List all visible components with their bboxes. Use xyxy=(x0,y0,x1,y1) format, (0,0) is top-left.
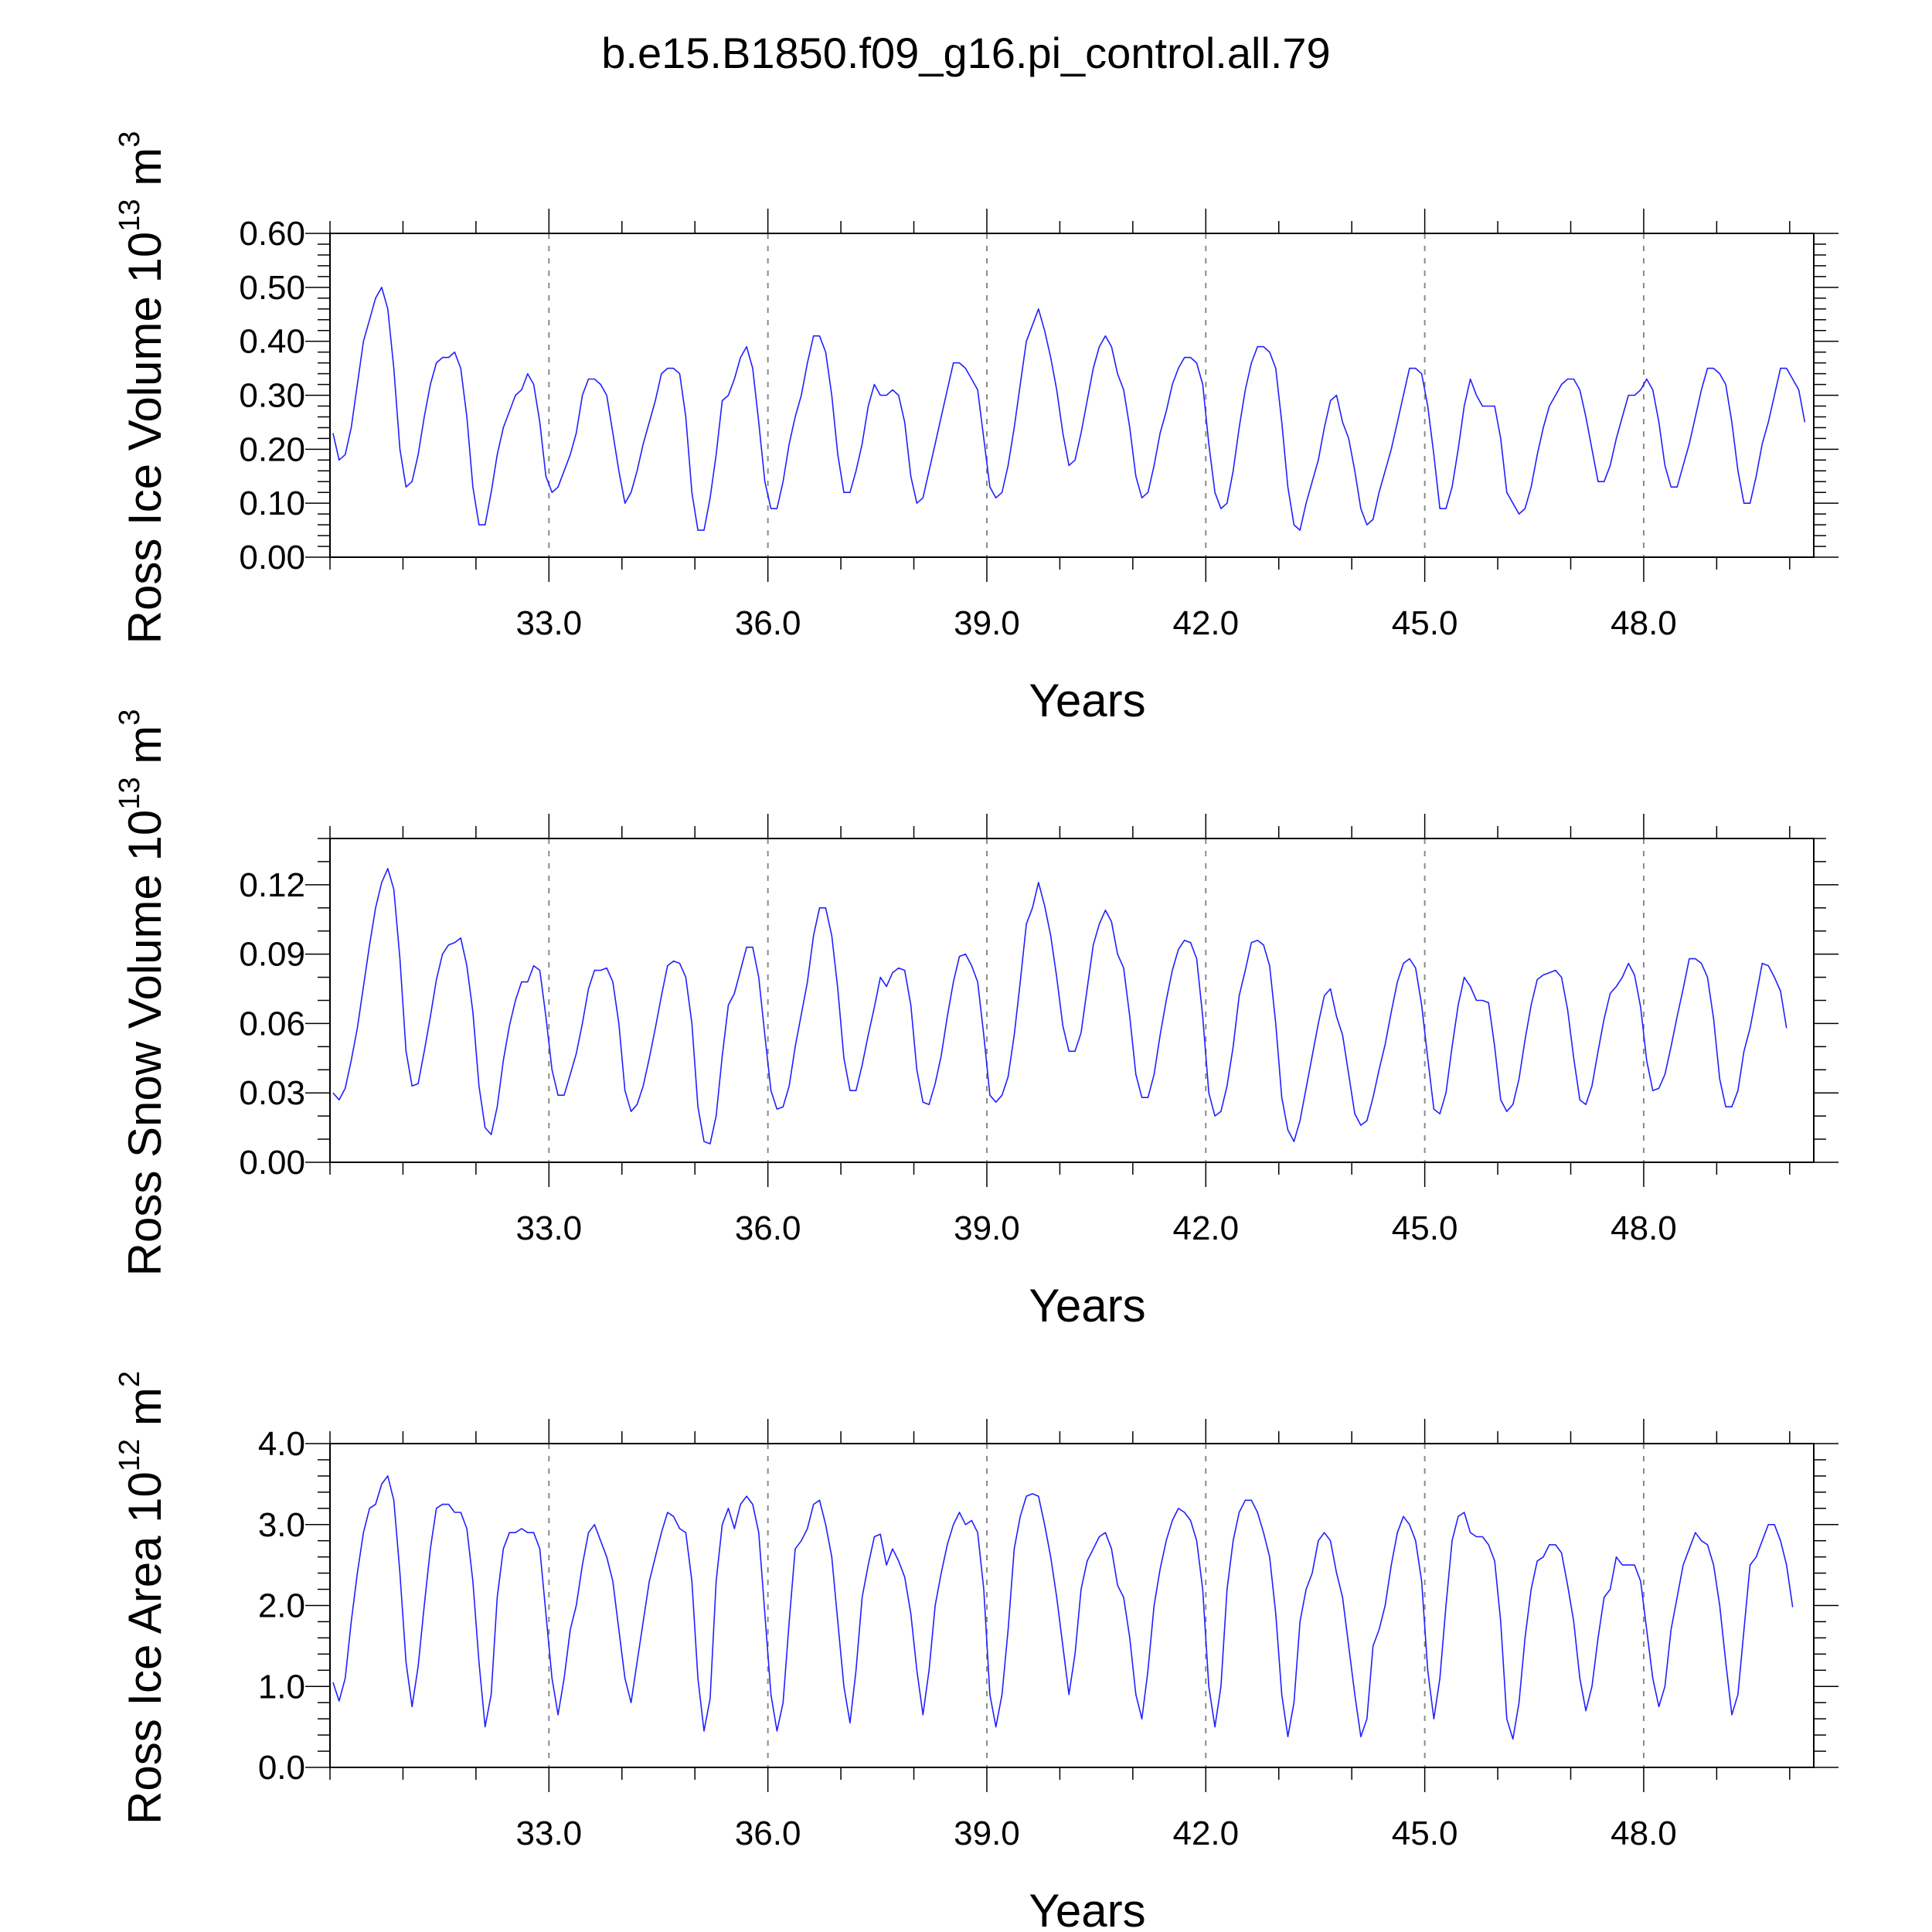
x-tick-label: 39.0 xyxy=(954,604,1020,642)
y-axis-label-unit-exponent: 3 xyxy=(114,131,146,148)
x-tick-label: 36.0 xyxy=(735,1209,801,1247)
chart-panel-1: 33.0 36.0 39.0 42.0 45.0 48.0 0.00 0.10 0.20 0.30… xyxy=(114,131,1838,726)
plot-frame xyxy=(329,838,1815,1163)
x-tick-label: 39.0 xyxy=(954,1815,1020,1852)
y-axis-label-text: Ross Ice Area 10 xyxy=(119,1471,171,1825)
x-tick-label: 48.0 xyxy=(1611,1209,1677,1247)
y-axis-label-unit: m xyxy=(119,726,171,777)
y-tick-label: 0.00 xyxy=(239,539,305,577)
x-tick-label: 33.0 xyxy=(516,1209,583,1247)
y-axis-label-exponent: 13 xyxy=(114,199,146,231)
x-tick-label: 42.0 xyxy=(1172,1815,1239,1852)
y-tick-label: 0.06 xyxy=(239,1005,305,1043)
y-axis-label-exponent: 13 xyxy=(114,777,146,809)
x-tick-label: 33.0 xyxy=(516,1815,583,1852)
y-tick-label: 4.0 xyxy=(258,1425,305,1463)
y-axis-label: Ross Snow Volume 1013 m3 xyxy=(114,709,171,1277)
y-tick-label: 1.0 xyxy=(258,1668,305,1706)
chart-panel-3: 33.0 36.0 39.0 42.0 45.0 48.0 0.0 1.0 2.0 3.0 4.0 Y… xyxy=(114,1371,1838,1932)
y-tick-label: 0.03 xyxy=(239,1074,305,1112)
y-tick-label: 3.0 xyxy=(258,1506,305,1544)
x-tick-label: 45.0 xyxy=(1392,604,1458,642)
y-axis-label-text: Ross Ice Volume 10 xyxy=(119,232,171,645)
y-axis-label-exponent: 12 xyxy=(114,1439,146,1471)
y-tick-label: 0.50 xyxy=(239,269,305,307)
y-tick-label: 0.00 xyxy=(239,1144,305,1182)
x-tick-label: 36.0 xyxy=(735,1815,801,1852)
y-tick-label: 0.10 xyxy=(239,485,305,522)
x-axis-label: Years xyxy=(1029,1280,1145,1332)
x-tick-label: 42.0 xyxy=(1172,604,1239,642)
y-axis-label-unit: m xyxy=(119,1387,171,1439)
x-axis-label: Years xyxy=(1029,1885,1145,1932)
chart-panel-2: 33.0 36.0 39.0 42.0 45.0 48.0 0.00 0.03 0.06 0.09… xyxy=(114,709,1838,1332)
y-axis-label-text: Ross Snow Volume 10 xyxy=(119,810,171,1277)
x-tick-label: 42.0 xyxy=(1172,1209,1239,1247)
x-axis-label: Years xyxy=(1029,675,1145,726)
y-axis-label-unit: m xyxy=(119,148,171,199)
series-line xyxy=(332,286,1806,531)
figure-title: b.e15.B1850.f09_g16.pi_control.all.79 xyxy=(601,29,1330,77)
x-tick-label: 48.0 xyxy=(1611,604,1677,642)
y-tick-label: 0.20 xyxy=(239,430,305,468)
y-tick-label: 0.60 xyxy=(239,215,305,253)
y-tick-label: 0.30 xyxy=(239,377,305,415)
plot-frame xyxy=(329,1443,1815,1768)
panels: 33.0 36.0 39.0 42.0 45.0 48.00.000.100.200.30… xyxy=(114,131,1838,1932)
y-tick-label: 0.40 xyxy=(239,323,305,361)
y-axis-label-unit-exponent: 2 xyxy=(114,1371,146,1387)
y-tick-label: 0.09 xyxy=(239,936,305,974)
x-tick-label: 45.0 xyxy=(1392,1815,1458,1852)
plot-frame xyxy=(329,233,1815,558)
y-axis-label-unit-exponent: 3 xyxy=(114,709,146,726)
x-tick-label: 36.0 xyxy=(735,604,801,642)
y-axis-label: Ross Ice Volume 1013 m3 xyxy=(114,131,171,645)
x-tick-label: 48.0 xyxy=(1611,1815,1677,1852)
y-tick-label: 0.0 xyxy=(258,1749,305,1787)
x-tick-label: 39.0 xyxy=(954,1209,1020,1247)
x-tick-label: 45.0 xyxy=(1392,1209,1458,1247)
series-line xyxy=(332,868,1787,1145)
y-tick-label: 2.0 xyxy=(258,1587,305,1625)
y-axis-label: Ross Ice Area 1012 m2 xyxy=(114,1371,171,1825)
y-tick-label: 0.12 xyxy=(239,866,305,904)
x-tick-label: 33.0 xyxy=(516,604,583,642)
series-line xyxy=(332,1475,1794,1740)
